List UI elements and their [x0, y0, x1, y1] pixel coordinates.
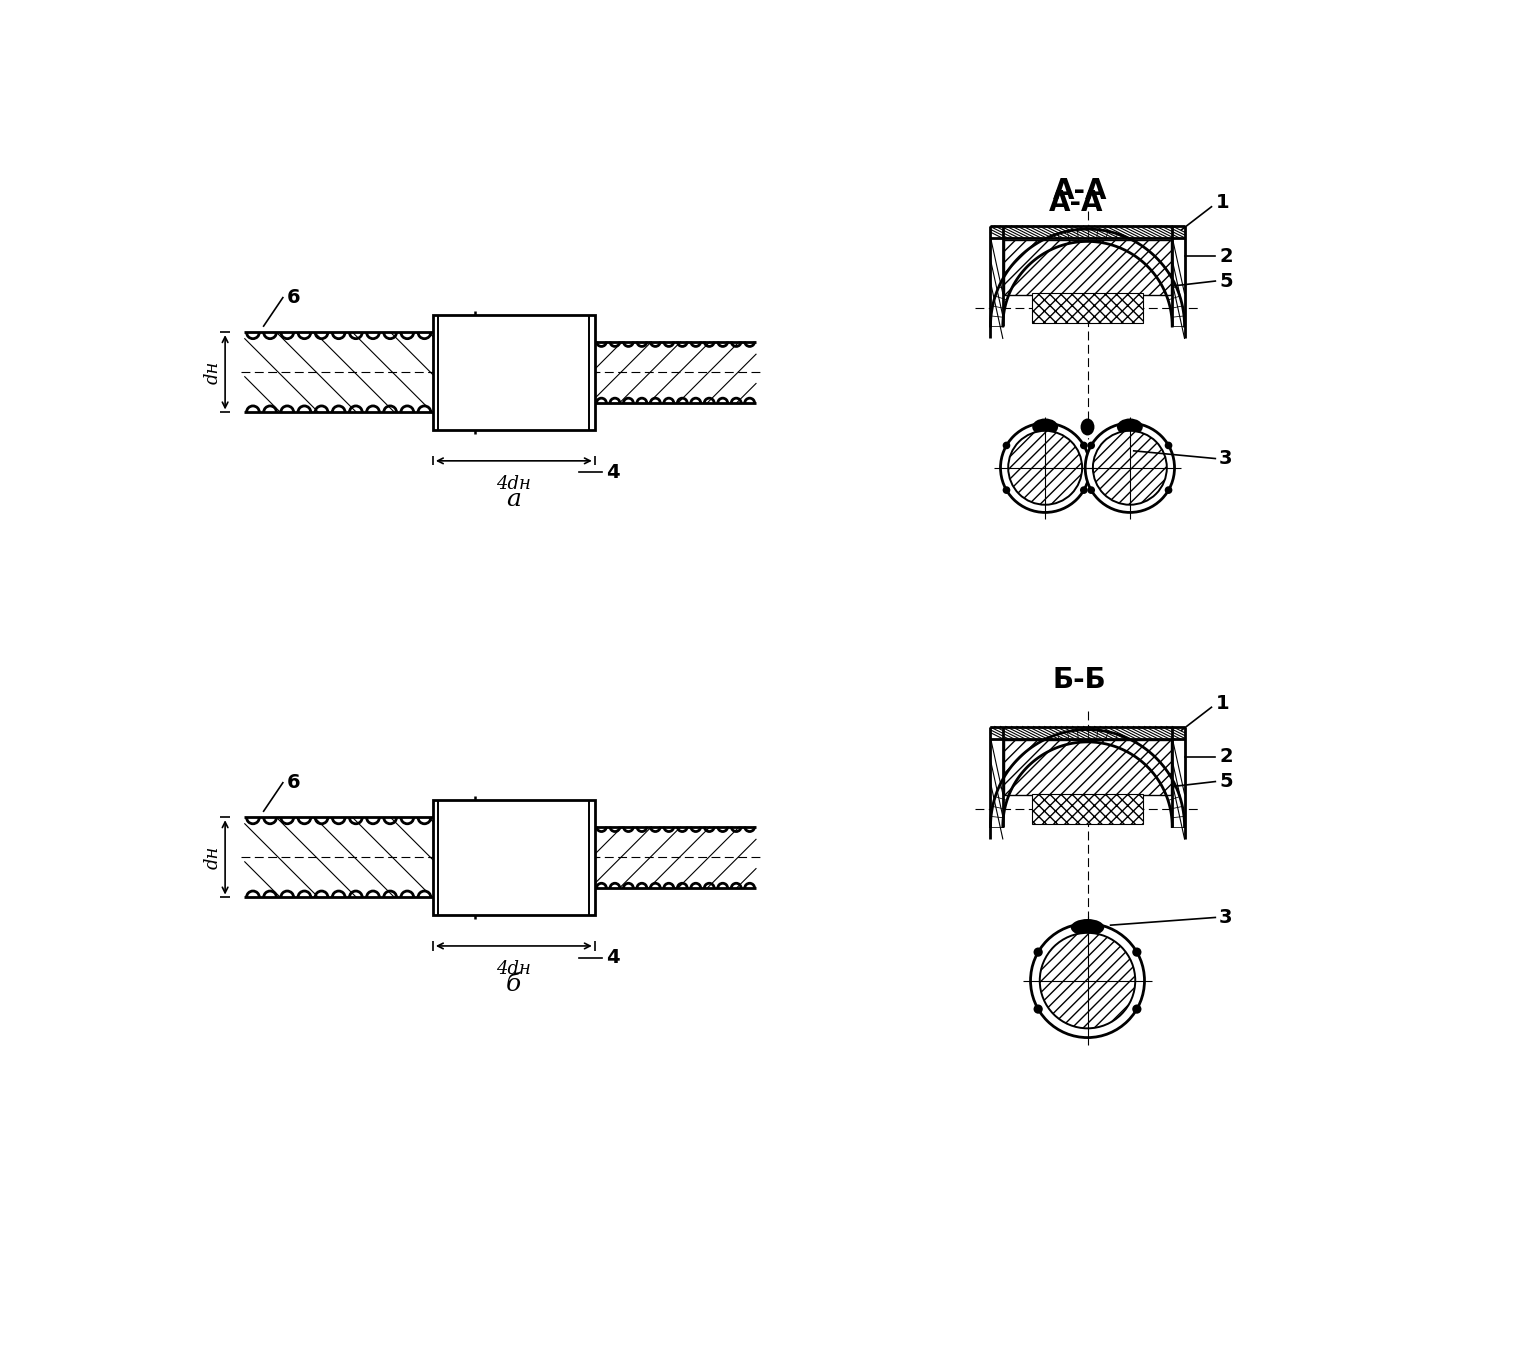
- Text: а: а: [506, 488, 521, 511]
- Circle shape: [1093, 430, 1167, 504]
- Bar: [1032, 293, 1143, 323]
- Text: 5: 5: [1219, 773, 1233, 790]
- Circle shape: [1030, 923, 1145, 1037]
- Text: 6: 6: [287, 773, 300, 792]
- Bar: [1004, 740, 1170, 796]
- Circle shape: [1085, 423, 1175, 512]
- Circle shape: [1081, 441, 1088, 449]
- Circle shape: [1132, 948, 1141, 956]
- Circle shape: [1003, 486, 1010, 495]
- Circle shape: [1164, 441, 1172, 449]
- Text: А-А: А-А: [1053, 177, 1106, 206]
- Circle shape: [1039, 933, 1135, 1029]
- Text: Б-Б: Б-Б: [1053, 666, 1106, 695]
- Bar: [244, 818, 433, 897]
- Circle shape: [1033, 948, 1042, 956]
- Polygon shape: [1003, 238, 1172, 326]
- Circle shape: [1087, 441, 1096, 449]
- Text: 4: 4: [607, 948, 620, 967]
- Bar: [1004, 240, 1170, 295]
- Circle shape: [1009, 430, 1082, 504]
- Text: 2: 2: [1219, 247, 1233, 266]
- Text: 5: 5: [1219, 271, 1233, 290]
- Bar: [991, 726, 1184, 738]
- Text: 3: 3: [1219, 449, 1233, 469]
- Bar: [1172, 226, 1184, 338]
- Text: 4dн: 4dн: [497, 475, 532, 493]
- Circle shape: [1003, 441, 1010, 449]
- Text: 4: 4: [607, 463, 620, 482]
- Text: А: А: [520, 406, 536, 426]
- Bar: [244, 333, 433, 412]
- Bar: [433, 800, 594, 915]
- Bar: [991, 726, 1003, 838]
- Circle shape: [1033, 1004, 1042, 1014]
- Ellipse shape: [1071, 919, 1105, 936]
- Text: 2: 2: [1219, 747, 1233, 766]
- Circle shape: [1081, 486, 1088, 495]
- Text: 1: 1: [1215, 693, 1228, 712]
- Bar: [594, 826, 756, 888]
- Text: б: б: [506, 973, 521, 996]
- Text: 6: 6: [287, 288, 300, 307]
- Circle shape: [1164, 486, 1172, 495]
- Text: dн: dн: [204, 360, 223, 384]
- Circle shape: [1000, 423, 1090, 512]
- Text: А: А: [520, 318, 536, 338]
- Text: 3: 3: [1219, 908, 1233, 927]
- Text: 1: 1: [1215, 193, 1228, 212]
- Text: А-А: А-А: [1049, 189, 1103, 216]
- Bar: [991, 226, 1184, 238]
- Bar: [433, 341, 594, 403]
- Bar: [594, 341, 756, 403]
- Polygon shape: [1003, 738, 1172, 826]
- Bar: [433, 315, 594, 430]
- Circle shape: [1087, 486, 1096, 495]
- Text: 4dн: 4dн: [497, 960, 532, 978]
- Bar: [433, 826, 594, 888]
- Text: Б: Б: [520, 804, 536, 823]
- Circle shape: [1132, 1004, 1141, 1014]
- Ellipse shape: [1081, 418, 1094, 436]
- Text: dн: dн: [204, 845, 223, 869]
- Bar: [991, 226, 1003, 338]
- Ellipse shape: [1032, 418, 1058, 436]
- Text: Б: Б: [520, 892, 536, 911]
- Bar: [1032, 793, 1143, 823]
- Bar: [1172, 726, 1184, 838]
- Ellipse shape: [1117, 418, 1143, 436]
